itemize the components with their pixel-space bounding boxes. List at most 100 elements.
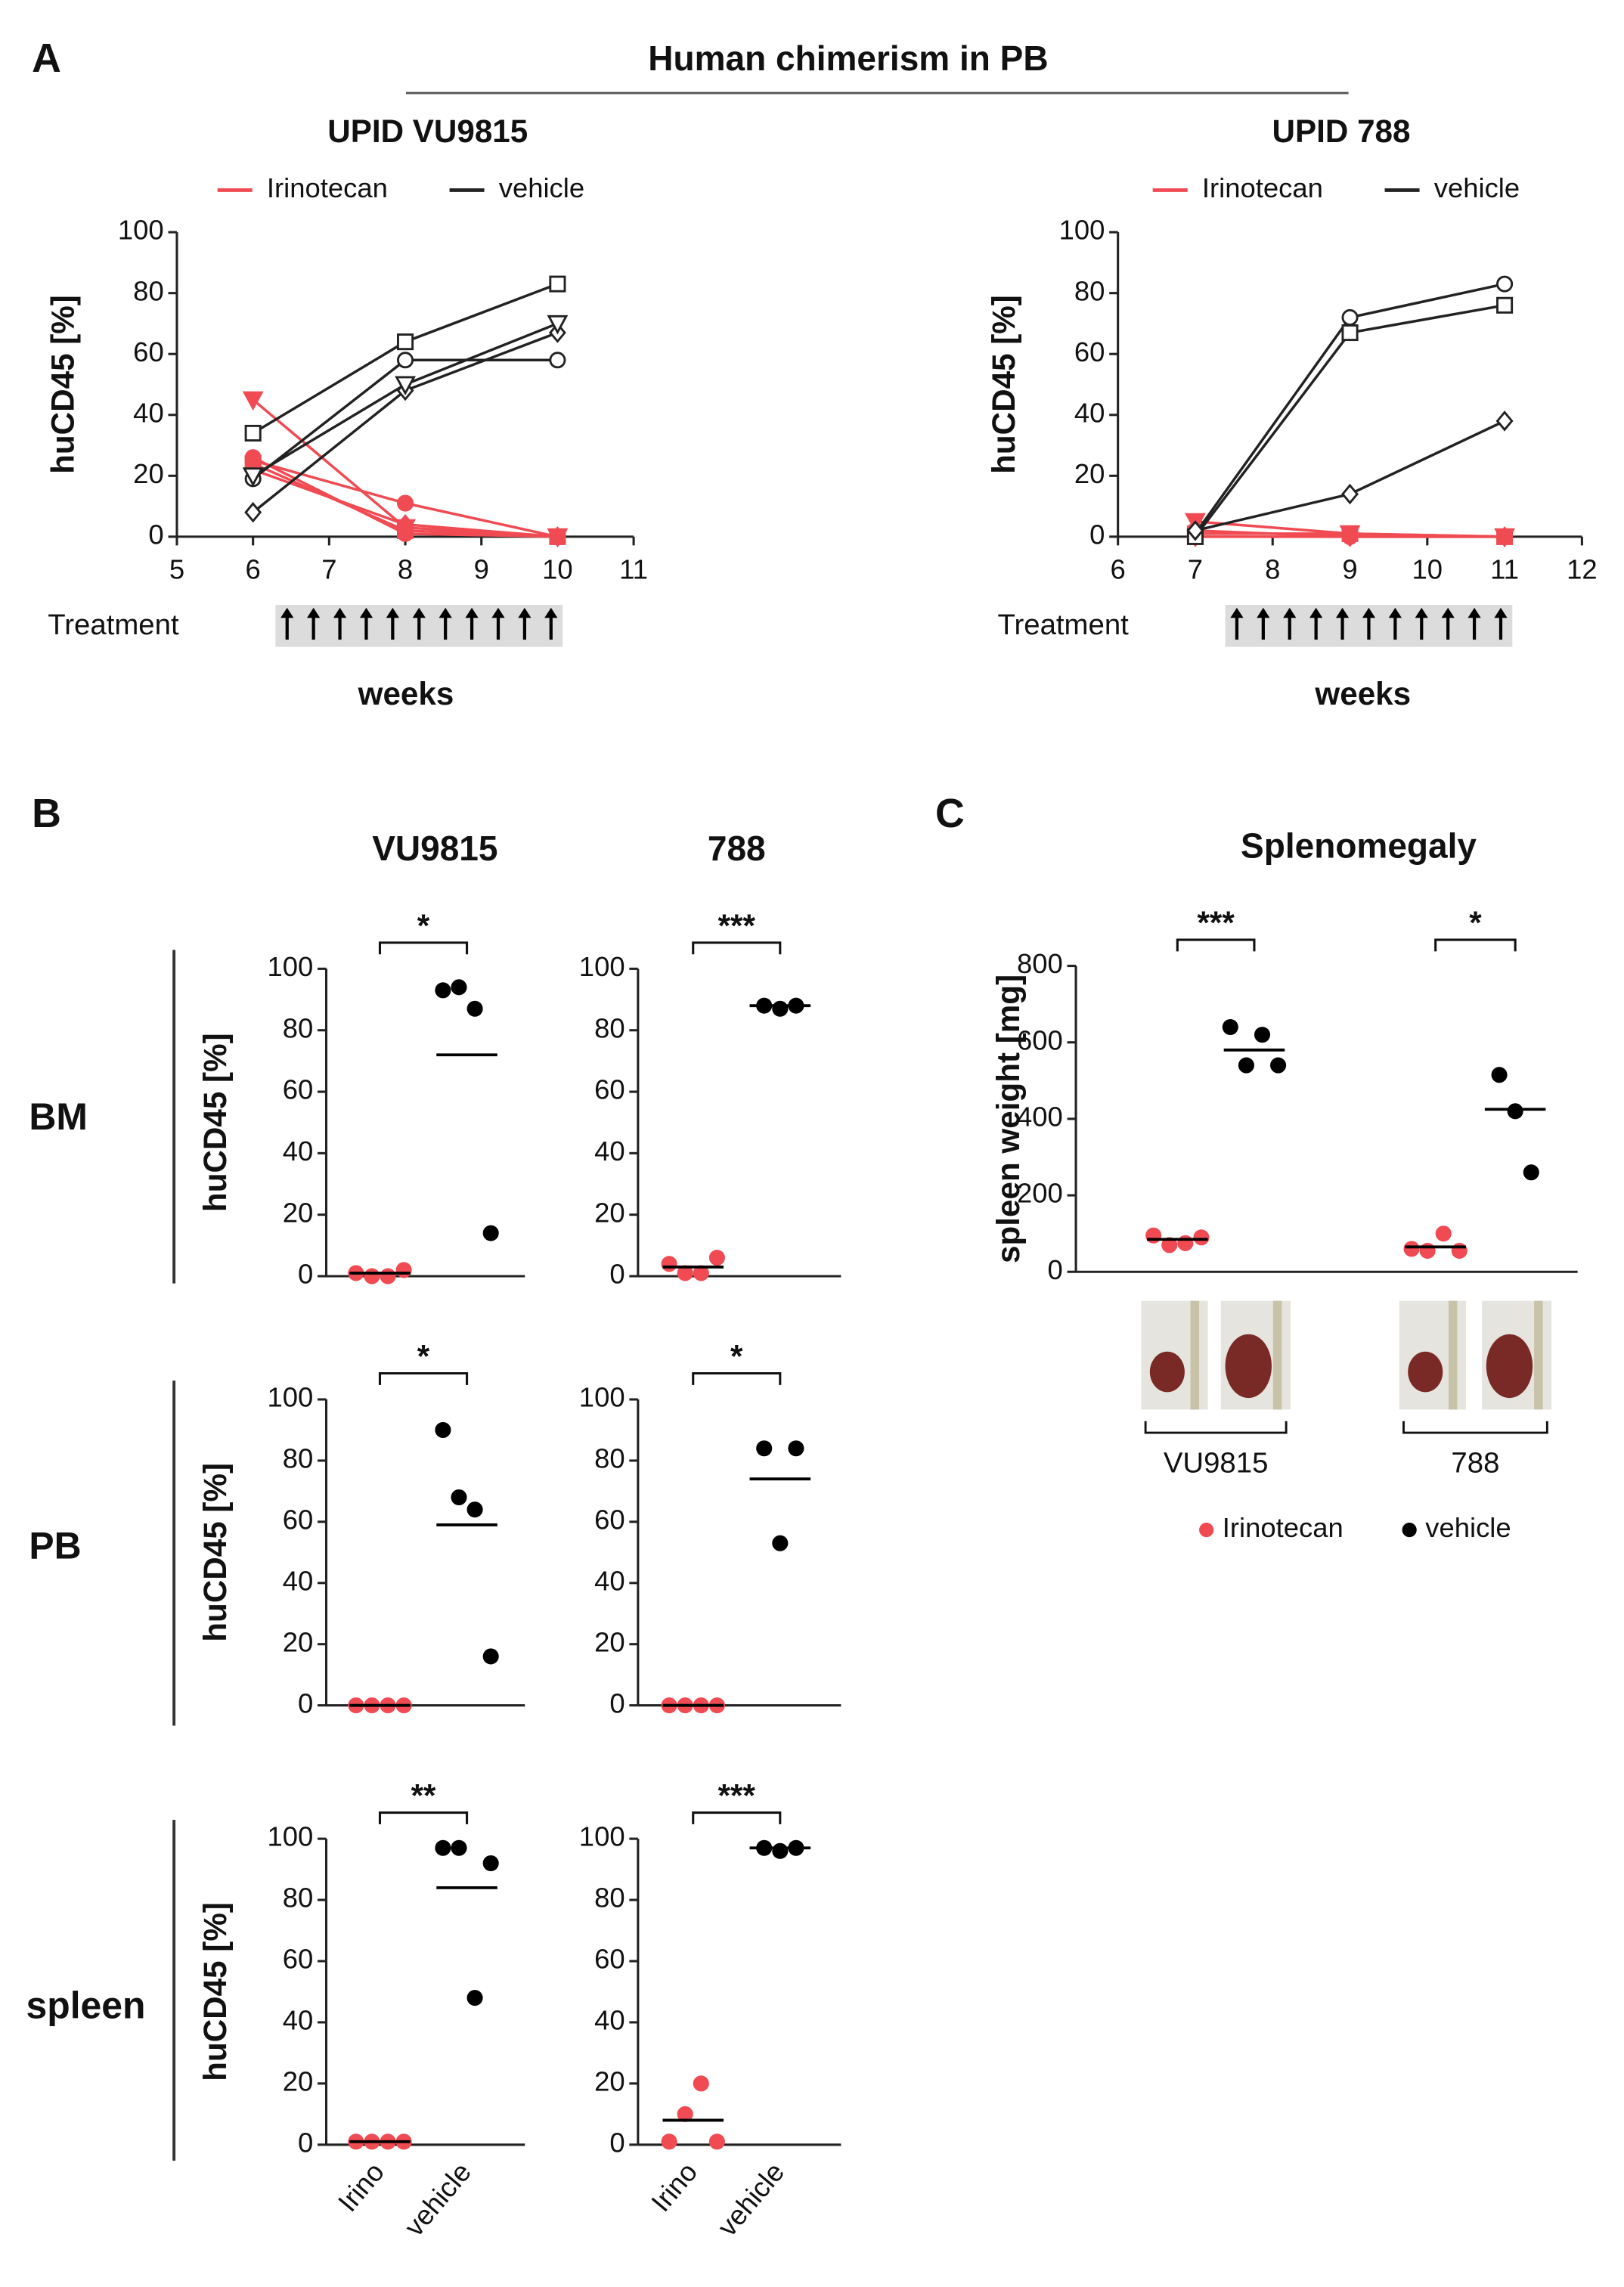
data-point	[693, 2075, 709, 2092]
significance-label: ***	[718, 1778, 756, 1814]
marker	[244, 501, 262, 523]
y-tick-label: 200	[1017, 1178, 1063, 1209]
marker	[395, 376, 416, 396]
data-point	[466, 1501, 483, 1518]
legend-label: Irinotecan	[1202, 172, 1323, 203]
legend-label: vehicle	[1434, 172, 1520, 203]
treatment-arrowhead	[412, 607, 426, 618]
significance-label: *	[1469, 905, 1482, 941]
treatment-arrowhead	[1388, 607, 1402, 618]
x-tick-label: Irino	[332, 2156, 390, 2217]
spleen	[1408, 1351, 1443, 1393]
data-point	[435, 1421, 451, 1439]
data-point	[1403, 1241, 1420, 1257]
x-axis-label: weeks	[1314, 676, 1411, 711]
treatment-arrowhead	[280, 607, 294, 618]
chart-title: Splenomegaly	[1241, 826, 1477, 865]
x-tick-label: 11	[619, 554, 648, 585]
legend-swatch	[1402, 1523, 1417, 1538]
y-tick-label: 800	[1017, 948, 1063, 979]
y-tick-label: 60	[133, 336, 164, 367]
y-tick-label: 80	[594, 1012, 625, 1043]
chart-title: UPID VU9815	[327, 113, 528, 149]
treatment-arrowhead	[1230, 607, 1244, 618]
data-point	[661, 2134, 677, 2150]
y-tick-label: 40	[594, 1565, 625, 1596]
treatment-arrowhead	[1494, 607, 1508, 618]
x-tick-label: 6	[1111, 554, 1126, 585]
data-point	[1435, 1226, 1452, 1242]
y-tick-label: 100	[267, 951, 313, 982]
legend-label: vehicle	[499, 172, 584, 203]
data-point	[772, 1535, 789, 1551]
ruler	[1272, 1300, 1282, 1410]
ruler	[1448, 1300, 1458, 1410]
treatment-arrowhead	[465, 607, 479, 618]
data-point	[1491, 1067, 1508, 1083]
legend-label: Irinotecan	[267, 172, 388, 203]
significance-bracket	[692, 941, 782, 955]
significance-bracket	[1176, 938, 1256, 952]
data-point	[677, 2106, 693, 2122]
y-tick-label: 60	[283, 1074, 314, 1105]
y-tick-label: 0	[1089, 519, 1105, 550]
treatment-arrowhead	[1415, 607, 1428, 618]
y-tick-label: 40	[283, 1565, 314, 1596]
panel-label: A	[32, 36, 61, 81]
data-point	[1177, 1235, 1194, 1251]
x-axis-label: weeks	[358, 676, 454, 711]
treatment-arrowhead	[439, 607, 452, 618]
data-point	[380, 1268, 396, 1285]
treatment-arrowhead	[544, 607, 558, 618]
x-tick-label: 12	[1567, 554, 1598, 585]
data-point	[482, 1855, 499, 1872]
data-point	[435, 1839, 451, 1856]
data-point	[708, 1250, 725, 1266]
spleen	[1149, 1351, 1185, 1393]
cluster-label: VU9815	[1164, 1446, 1269, 1479]
x-tick-label: Irino	[645, 2156, 703, 2217]
y-axis-label: huCD45 [%]	[986, 295, 1021, 474]
data-point	[435, 982, 451, 999]
treatment-arrowhead	[359, 607, 373, 618]
y-tick-label: 20	[594, 2065, 625, 2096]
cluster-bracket	[1402, 1421, 1548, 1434]
y-axis-label: huCD45 [%]	[45, 295, 80, 474]
y-axis-label: spleen weight [mg]	[990, 975, 1026, 1263]
significance-bracket	[378, 1371, 469, 1385]
y-tick-label: 40	[283, 1136, 314, 1167]
y-axis-label: huCD45 [%]	[197, 1902, 233, 2081]
row-label: spleen	[26, 1985, 146, 2027]
y-tick-label: 20	[594, 1626, 625, 1657]
spleen	[1225, 1334, 1272, 1399]
marker	[1495, 526, 1514, 547]
marker	[1341, 308, 1359, 326]
treatment-arrowhead	[518, 607, 532, 618]
annotation: Treatment	[997, 609, 1129, 641]
data-point	[708, 2134, 725, 2150]
x-tick-label: 11	[1490, 554, 1519, 585]
x-tick-label: 10	[1412, 554, 1443, 585]
x-tick-label: vehicle	[398, 2156, 477, 2242]
y-tick-label: 0	[148, 519, 163, 550]
y-tick-label: 0	[609, 2127, 624, 2158]
y-tick-label: 40	[133, 397, 164, 428]
data-point	[1507, 1103, 1523, 1120]
data-point	[451, 1489, 467, 1506]
y-tick-label: 80	[594, 1883, 625, 1914]
significance-label: ***	[1197, 905, 1235, 941]
y-tick-label: 40	[594, 1136, 625, 1167]
marker	[1495, 411, 1514, 432]
data-point	[661, 1256, 677, 1272]
y-tick-label: 100	[579, 1821, 625, 1852]
panel-label: C	[935, 791, 965, 836]
data-point	[482, 1225, 499, 1241]
marker	[1341, 483, 1359, 505]
data-point	[395, 1262, 412, 1278]
y-tick-label: 80	[594, 1443, 625, 1474]
y-tick-label: 20	[283, 2065, 314, 2096]
data-point	[451, 1839, 467, 1856]
spleen	[1486, 1334, 1533, 1399]
x-tick-label: 7	[321, 554, 336, 585]
data-point	[1419, 1242, 1436, 1259]
